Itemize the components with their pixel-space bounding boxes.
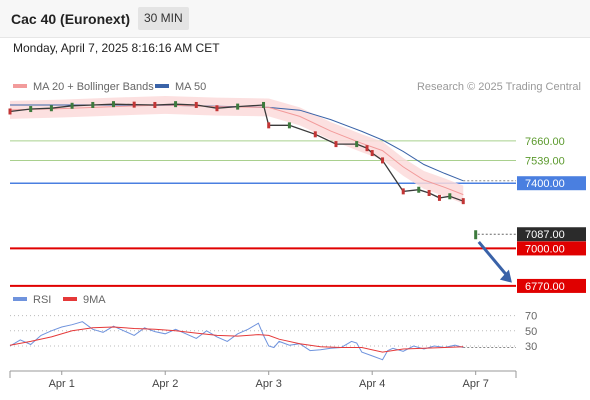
price-candle [8,108,12,115]
price-candle [427,190,431,196]
support-tag [517,241,586,256]
price-candle [334,141,338,148]
legend-label-rsi: RSI [33,294,51,306]
legend-swatch-ma20 [13,84,27,88]
rsi-tick-label: 70 [525,311,537,323]
price-candle [313,131,317,138]
support-tag [517,278,586,293]
instrument-title: Cac 40 (Euronext) [11,11,131,27]
price-candle [236,103,240,110]
x-tick-label: Apr 4 [359,378,385,390]
price-candle [437,194,441,201]
bollinger-band [10,96,464,204]
x-tick-label: Apr 3 [256,378,282,390]
rsi-tick-label: 50 [525,326,537,338]
resistance-label: 7660.00 [525,136,565,148]
legend-label-ma20: MA 20 + Bollinger Bands [33,81,154,93]
last-price-candle [474,230,478,240]
price-candle [401,188,405,195]
price-candle [448,193,452,200]
rsi-tick-label: 30 [525,341,537,353]
price-candle [215,105,219,112]
x-tick-label: Apr 7 [463,378,489,390]
rsi-ma-line [9,326,464,353]
header-bar: Cac 40 (Euronext) 30 MIN [0,0,590,38]
pivot-tag [517,176,586,191]
price-candle [174,101,178,108]
support-label: 7000.00 [525,243,565,255]
resistance-label: 7539.00 [525,156,565,168]
price-candle [370,150,374,157]
price-candle [262,101,266,108]
last-price-tag [517,227,586,242]
legend-label-rsi-ma: 9MA [83,294,106,306]
pivot-label: 7400.00 [525,178,565,190]
price-candle [267,122,271,129]
legend-swatch-rsi-ma [63,297,77,301]
forecast-arrow [477,240,510,278]
x-tick-label: Apr 2 [152,378,178,390]
price-candle [417,186,421,193]
legend-swatch-ma50 [155,84,169,88]
price-candle [194,101,198,108]
price-candle [70,102,74,109]
ma20-line [9,104,464,196]
price-candle [91,101,95,108]
price-candle [29,106,33,113]
timeframe-badge[interactable]: 30 MIN [138,7,189,30]
price-candle [111,101,115,108]
price-candle [49,105,53,112]
price-candle [132,101,136,108]
price-candle [287,122,291,129]
last-price-label: 7087.00 [525,229,565,241]
chart-credit: Research © 2025 Trading Central [417,81,581,93]
price-candle [461,198,465,205]
price-candle [365,145,369,152]
ma50-line [10,104,464,182]
support-label: 6770.00 [525,281,565,293]
price-candle [355,141,359,148]
legend-swatch-rsi [13,297,27,301]
timestamp: Monday, April 7, 2025 8:16:16 AM CET [13,41,220,55]
x-tick-label: Apr 1 [49,378,75,390]
rsi-line [9,321,464,361]
price-candle [381,157,385,164]
forecast-arrowhead [499,269,512,283]
price-candle [153,101,157,108]
legend-label-ma50: MA 50 [175,81,206,93]
